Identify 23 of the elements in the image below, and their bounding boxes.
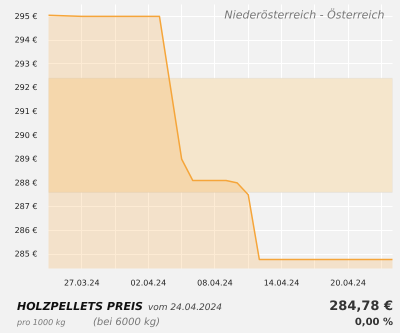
y-tick-label: 287 € [14,202,38,212]
text: 284,78 € [329,298,393,316]
x-tick-label: 14.04.24 [264,278,300,288]
y-tick-label: 294 € [14,36,38,45]
text: vom 24.04.2024 [148,303,222,313]
y-tick-label: 295 € [14,12,38,21]
y-tick-label: 290 € [14,130,38,140]
y-tick-label: 293 € [14,59,38,68]
x-tick-label: 27.03.24 [64,278,100,288]
text: HOLZPELLETS PREIS [17,300,143,313]
x-tick-label: 02.04.24 [130,278,166,288]
text: pro 1000 kg [17,317,66,328]
y-tick-label: 291 € [14,107,38,116]
text: 0,00 % [354,316,393,330]
text: (bei 6000 kg) [93,316,160,330]
y-tick-label: 286 € [14,226,38,235]
y-tick-label: 288 € [14,178,38,188]
chart-title: Niederösterreich - Österreich [224,8,385,22]
y-tick-label: 292 € [14,83,38,92]
x-tick-label: 20.04.24 [330,278,366,288]
y-tick-label: 289 € [14,154,38,164]
y-tick-label: 285 € [14,250,38,259]
x-tick-label: 08.04.24 [197,278,233,288]
